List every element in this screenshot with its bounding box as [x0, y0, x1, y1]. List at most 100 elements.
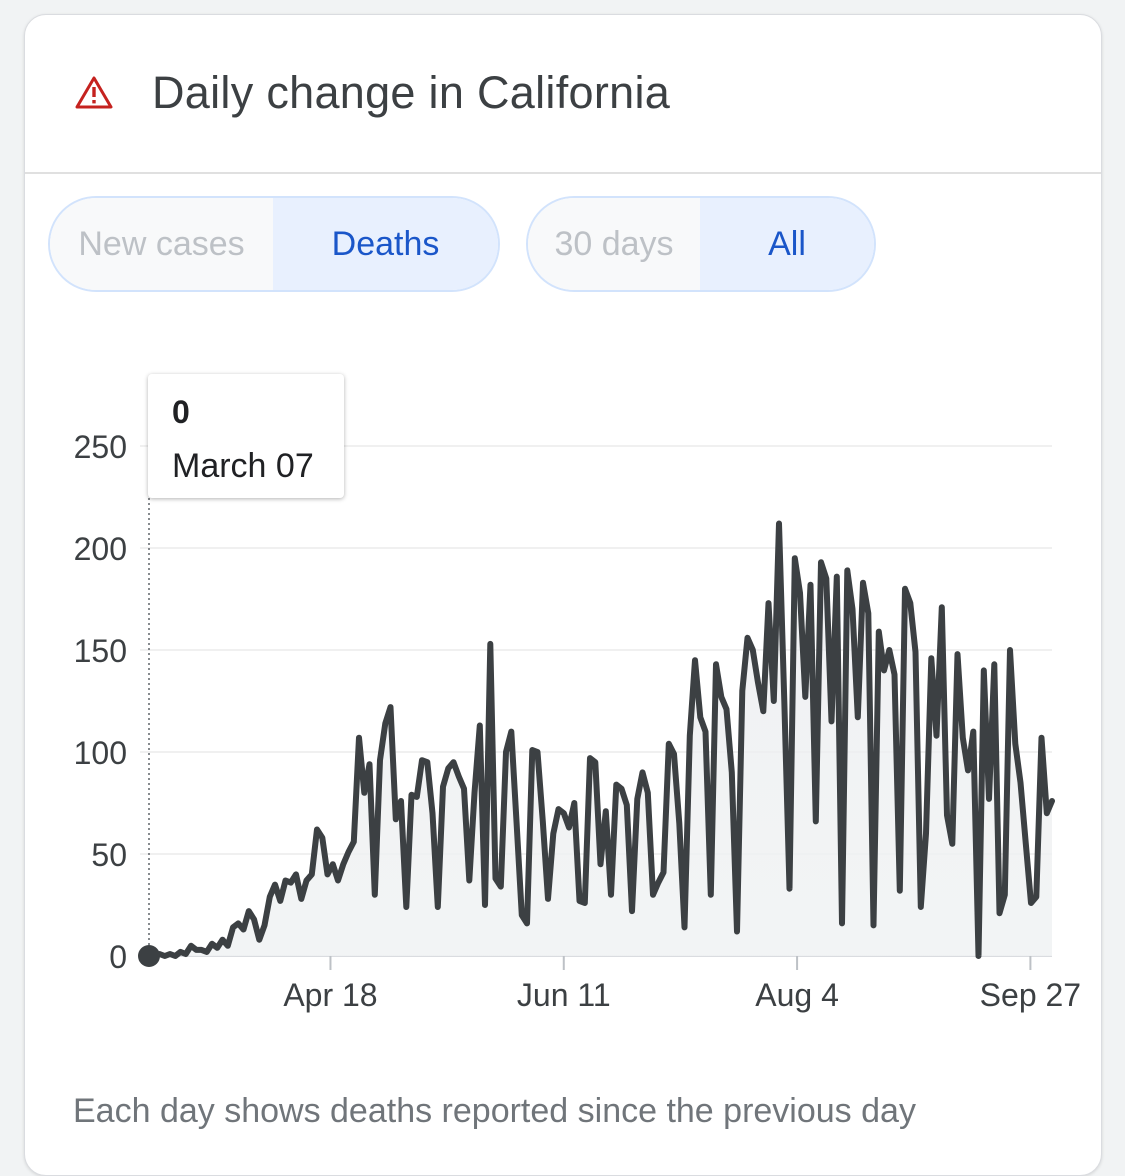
chart-tooltip: 0 March 07	[148, 374, 344, 498]
data-point	[283, 878, 289, 884]
data-point	[687, 733, 693, 739]
data-point	[592, 759, 598, 765]
data-point	[556, 806, 562, 812]
data-point	[361, 790, 367, 796]
data-point	[230, 924, 236, 930]
data-point	[771, 698, 777, 704]
data-point	[1033, 894, 1039, 900]
data-point	[708, 892, 714, 898]
data-point	[514, 818, 520, 824]
data-point	[529, 747, 535, 753]
x-tick-label: Aug 4	[755, 977, 839, 1013]
y-tick-label: 0	[109, 939, 127, 975]
data-point	[146, 953, 152, 959]
data-point	[676, 820, 682, 826]
data-point	[435, 904, 441, 910]
deaths-line	[146, 520, 1055, 959]
data-point	[1007, 647, 1013, 653]
x-tick-label: Jun 11	[517, 977, 611, 1013]
data-point	[356, 735, 362, 741]
data-point	[897, 888, 903, 894]
data-point	[703, 729, 709, 735]
data-point	[183, 951, 189, 957]
deaths-tab[interactable]: Deaths	[273, 198, 498, 290]
data-point	[508, 729, 514, 735]
hover-point	[138, 945, 160, 967]
data-point	[456, 774, 462, 780]
data-point	[424, 759, 430, 765]
data-point	[939, 604, 945, 610]
x-tick-label: Sep 27	[980, 977, 1081, 1013]
data-point	[571, 800, 577, 806]
data-point	[970, 729, 976, 735]
data-point	[918, 904, 924, 910]
all-tab[interactable]: All	[700, 198, 874, 290]
data-point	[692, 657, 698, 663]
data-point	[246, 908, 252, 914]
data-point	[330, 861, 336, 867]
data-point	[713, 661, 719, 667]
deaths-chart[interactable]: 0 50 100 150 200 250 Apr 18 Jun 11 Aug 4 Sep 27	[0, 0, 1125, 1146]
data-point	[487, 641, 493, 647]
data-point	[1039, 735, 1045, 741]
data-point	[262, 922, 268, 928]
data-point	[209, 941, 215, 947]
data-point	[587, 755, 593, 761]
data-point	[913, 649, 919, 655]
data-point	[598, 861, 604, 867]
data-point	[482, 902, 488, 908]
data-point	[372, 892, 378, 898]
data-point	[745, 635, 751, 641]
data-point	[760, 708, 766, 714]
data-point	[545, 896, 551, 902]
data-point	[277, 898, 283, 904]
data-point	[235, 920, 241, 926]
data-point	[157, 951, 163, 957]
data-point	[430, 810, 436, 816]
chart-footnote: Each day shows deaths reported since the…	[73, 1092, 916, 1130]
data-point	[928, 655, 934, 661]
data-point	[855, 714, 861, 720]
new-cases-tab[interactable]: New cases	[50, 198, 274, 290]
data-point	[981, 667, 987, 673]
data-point	[661, 869, 667, 875]
data-point	[220, 937, 226, 943]
data-point	[739, 688, 745, 694]
data-point	[923, 831, 929, 837]
data-point	[335, 878, 341, 884]
data-point	[850, 606, 856, 612]
tooltip-value: 0	[172, 394, 190, 430]
data-point	[298, 896, 304, 902]
data-point	[393, 816, 399, 822]
data-point	[729, 769, 735, 775]
data-point	[398, 798, 404, 804]
data-point	[997, 910, 1003, 916]
data-point	[829, 718, 835, 724]
data-point	[792, 555, 798, 561]
data-point	[797, 590, 803, 596]
data-point	[519, 912, 525, 918]
data-point	[871, 922, 877, 928]
data-point	[876, 629, 882, 635]
data-point	[582, 900, 588, 906]
data-point	[566, 825, 572, 831]
data-point	[1018, 780, 1024, 786]
y-tick-label: 50	[91, 837, 127, 873]
data-point	[319, 835, 325, 841]
30-days-tab[interactable]: 30 days	[528, 198, 701, 290]
data-point	[666, 741, 672, 747]
data-point	[755, 680, 761, 686]
data-point	[697, 714, 703, 720]
data-point	[193, 947, 199, 953]
data-point	[955, 651, 961, 657]
data-point	[682, 924, 688, 930]
data-point	[1049, 798, 1055, 804]
data-point	[172, 953, 178, 959]
data-point	[734, 929, 740, 935]
tooltip-date: March 07	[172, 447, 314, 485]
data-point	[309, 871, 315, 877]
data-point	[823, 576, 829, 582]
data-point	[346, 849, 352, 855]
data-point	[781, 698, 787, 704]
data-point	[466, 878, 472, 884]
